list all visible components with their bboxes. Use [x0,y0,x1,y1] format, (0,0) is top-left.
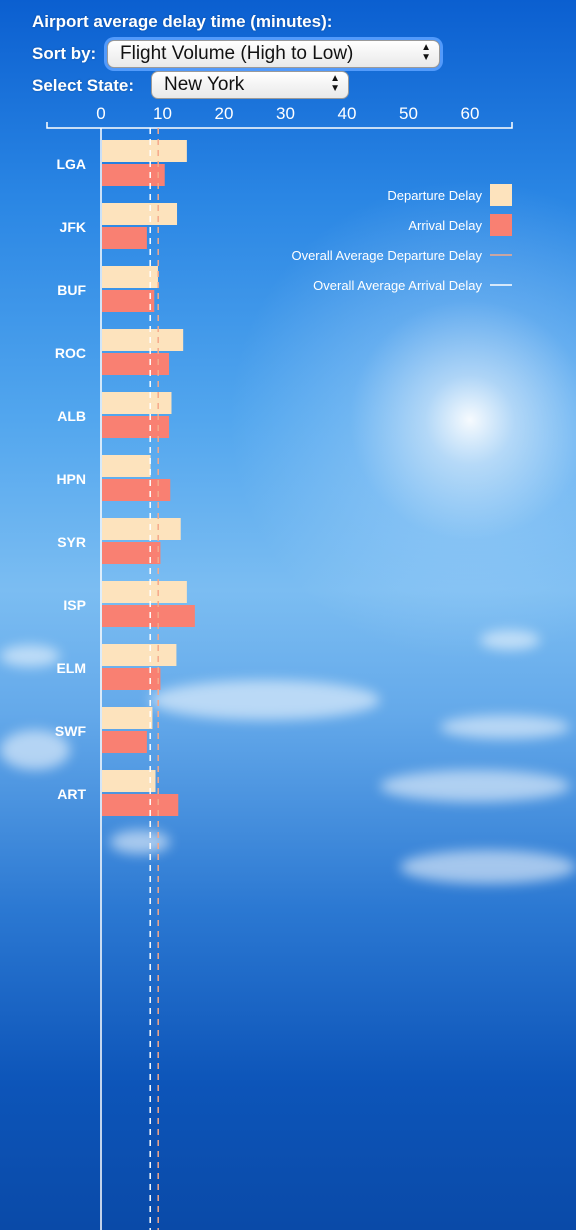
select-arrows-icon: ▲ ▼ [421,42,431,63]
bar-departure [102,707,153,729]
x-tick-label: 40 [338,104,357,123]
bar-arrival [102,542,161,564]
state-select-value: New York [164,74,245,95]
y-tick-label: HPN [56,471,86,487]
bar-departure [102,329,184,351]
bar-departure [102,203,178,225]
x-tick-label: 60 [461,104,480,123]
x-tick-label: 10 [153,104,172,123]
bar-departure [102,770,156,792]
bar-departure [102,518,181,540]
select-arrows-icon: ▲ ▼ [330,73,340,94]
bar-departure [102,392,172,414]
bar-arrival [102,227,147,249]
sort-select-value: Flight Volume (High to Low) [120,43,354,64]
bar-departure [102,266,158,288]
legend-label-arrival: Arrival Delay [408,218,482,233]
state-label: Select State: [32,76,135,95]
bar-arrival [102,416,170,438]
sort-select[interactable]: Flight Volume (High to Low) ▲ ▼ [107,40,440,68]
x-tick-label: 20 [215,104,234,123]
x-tick-label: 0 [96,104,105,123]
bar-departure [102,581,187,603]
bar-arrival [102,794,179,816]
y-tick-label: ALB [57,408,86,424]
legend: Departure Delay Arrival Delay Overall Av… [291,184,512,293]
bar-arrival [102,731,147,753]
page-title: Airport average delay time (minutes): [32,12,333,31]
y-tick-label: SYR [57,534,86,550]
bar-arrival [102,353,170,375]
x-tick-label: 30 [276,104,295,123]
legend-label-avg-arrival: Overall Average Arrival Delay [313,278,482,293]
legend-label-avg-departure: Overall Average Departure Delay [291,248,482,263]
bar-arrival [102,290,155,312]
legend-swatch-departure [490,184,512,206]
y-tick-label: ART [57,786,86,802]
y-tick-label: SWF [55,723,87,739]
y-tick-label: JFK [60,219,86,235]
x-tick-label: 50 [399,104,418,123]
legend-label-departure: Departure Delay [387,188,482,203]
y-tick-label: ROC [55,345,86,361]
bar-departure [102,140,187,162]
bar-departure [102,644,177,666]
y-tick-label: BUF [57,282,86,298]
bar-arrival [102,605,195,627]
y-tick-label: LGA [56,156,86,172]
y-tick-label: ISP [63,597,86,613]
bar-arrival [102,479,171,501]
y-tick-label: ELM [56,660,86,676]
sort-label: Sort by: [32,44,97,63]
bar-arrival [102,164,165,186]
state-select[interactable]: New York ▲ ▼ [151,71,349,99]
bar-arrival [102,668,161,690]
bar-departure [102,455,151,477]
legend-swatch-arrival [490,214,512,236]
x-axis-line [46,122,513,129]
